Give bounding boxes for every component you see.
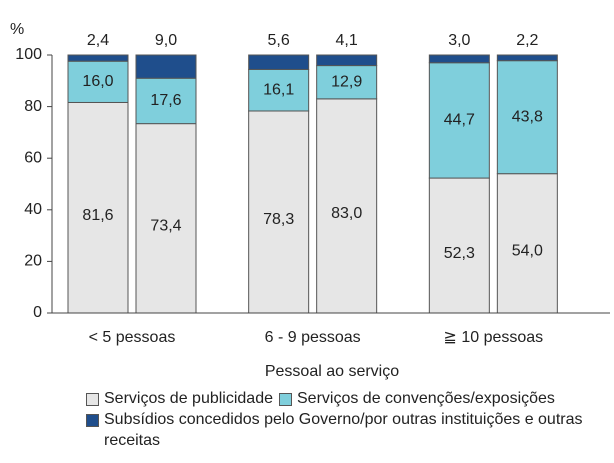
data-label: 83,0 (331, 205, 362, 222)
data-label: 9,0 (155, 32, 177, 49)
data-label: 4,1 (336, 32, 358, 49)
y-tick-label: 60 (24, 149, 42, 166)
bar-segment (316, 54, 378, 67)
y-tick-label: 100 (15, 46, 42, 63)
bar-segment (316, 65, 378, 100)
legend-item: Serviços de convenções/exposições (279, 388, 555, 409)
x-axis-label: Pessoal ao serviço (265, 363, 399, 380)
bar-segment (496, 60, 558, 175)
y-tick-label: 0 (33, 304, 42, 321)
chart: % Pessoal ao serviço 0 20 40 60 80 100 < 5 pes… (10, 21, 610, 380)
legend-item: Subsídios concedidos pelo Governo/por ou… (86, 409, 586, 451)
bar-segment (428, 62, 490, 179)
bar-segment (428, 54, 490, 64)
data-label: 16,1 (263, 81, 294, 98)
bar-segment (496, 173, 558, 314)
bar-segment (135, 54, 197, 79)
data-label: 17,6 (150, 92, 181, 109)
legend-swatch (279, 393, 292, 406)
bar-segment (67, 54, 129, 62)
legend-label: Serviços de publicidade (104, 390, 273, 407)
bar-segment (248, 110, 310, 314)
bar-segment (135, 77, 197, 125)
x-tick-label: 6 - 9 pessoas (265, 329, 361, 346)
y-tick-label: 20 (24, 253, 42, 270)
legend-label: Subsídios concedidos pelo Governo/por ou… (104, 411, 583, 449)
x-tick-label: ≧ 10 pessoas (443, 329, 543, 346)
legend-swatch (86, 393, 99, 406)
bar-segment (135, 123, 197, 314)
legend-swatch (86, 414, 99, 427)
y-tick-label: 40 (24, 201, 42, 218)
legend-label: Serviços de convenções/exposições (297, 390, 555, 407)
data-label: 44,7 (444, 112, 475, 129)
y-unit: % (10, 21, 24, 38)
bar-segment (316, 98, 378, 314)
x-tick-label: < 5 pessoas (89, 329, 176, 346)
bar-segment (67, 60, 129, 103)
data-label: 78,3 (263, 211, 294, 228)
data-label: 52,3 (444, 245, 475, 262)
legend: Serviços de publicidade Serviços de conve… (86, 388, 611, 451)
data-label: 5,6 (268, 32, 290, 49)
data-label: 3,0 (448, 32, 470, 49)
data-label: 73,4 (150, 218, 181, 235)
bar-segment (496, 54, 558, 62)
data-label: 2,4 (87, 32, 109, 49)
bar-segment (248, 54, 310, 70)
data-label: 12,9 (331, 73, 362, 90)
legend-item: Serviços de publicidade (86, 388, 273, 409)
data-label: 16,0 (82, 73, 113, 90)
data-label: 43,8 (512, 108, 543, 125)
data-label: 2,2 (516, 32, 538, 49)
data-label: 54,0 (512, 243, 543, 260)
data-label: 81,6 (82, 207, 113, 224)
y-tick-label: 80 (24, 98, 42, 115)
bar-segment (248, 68, 310, 112)
